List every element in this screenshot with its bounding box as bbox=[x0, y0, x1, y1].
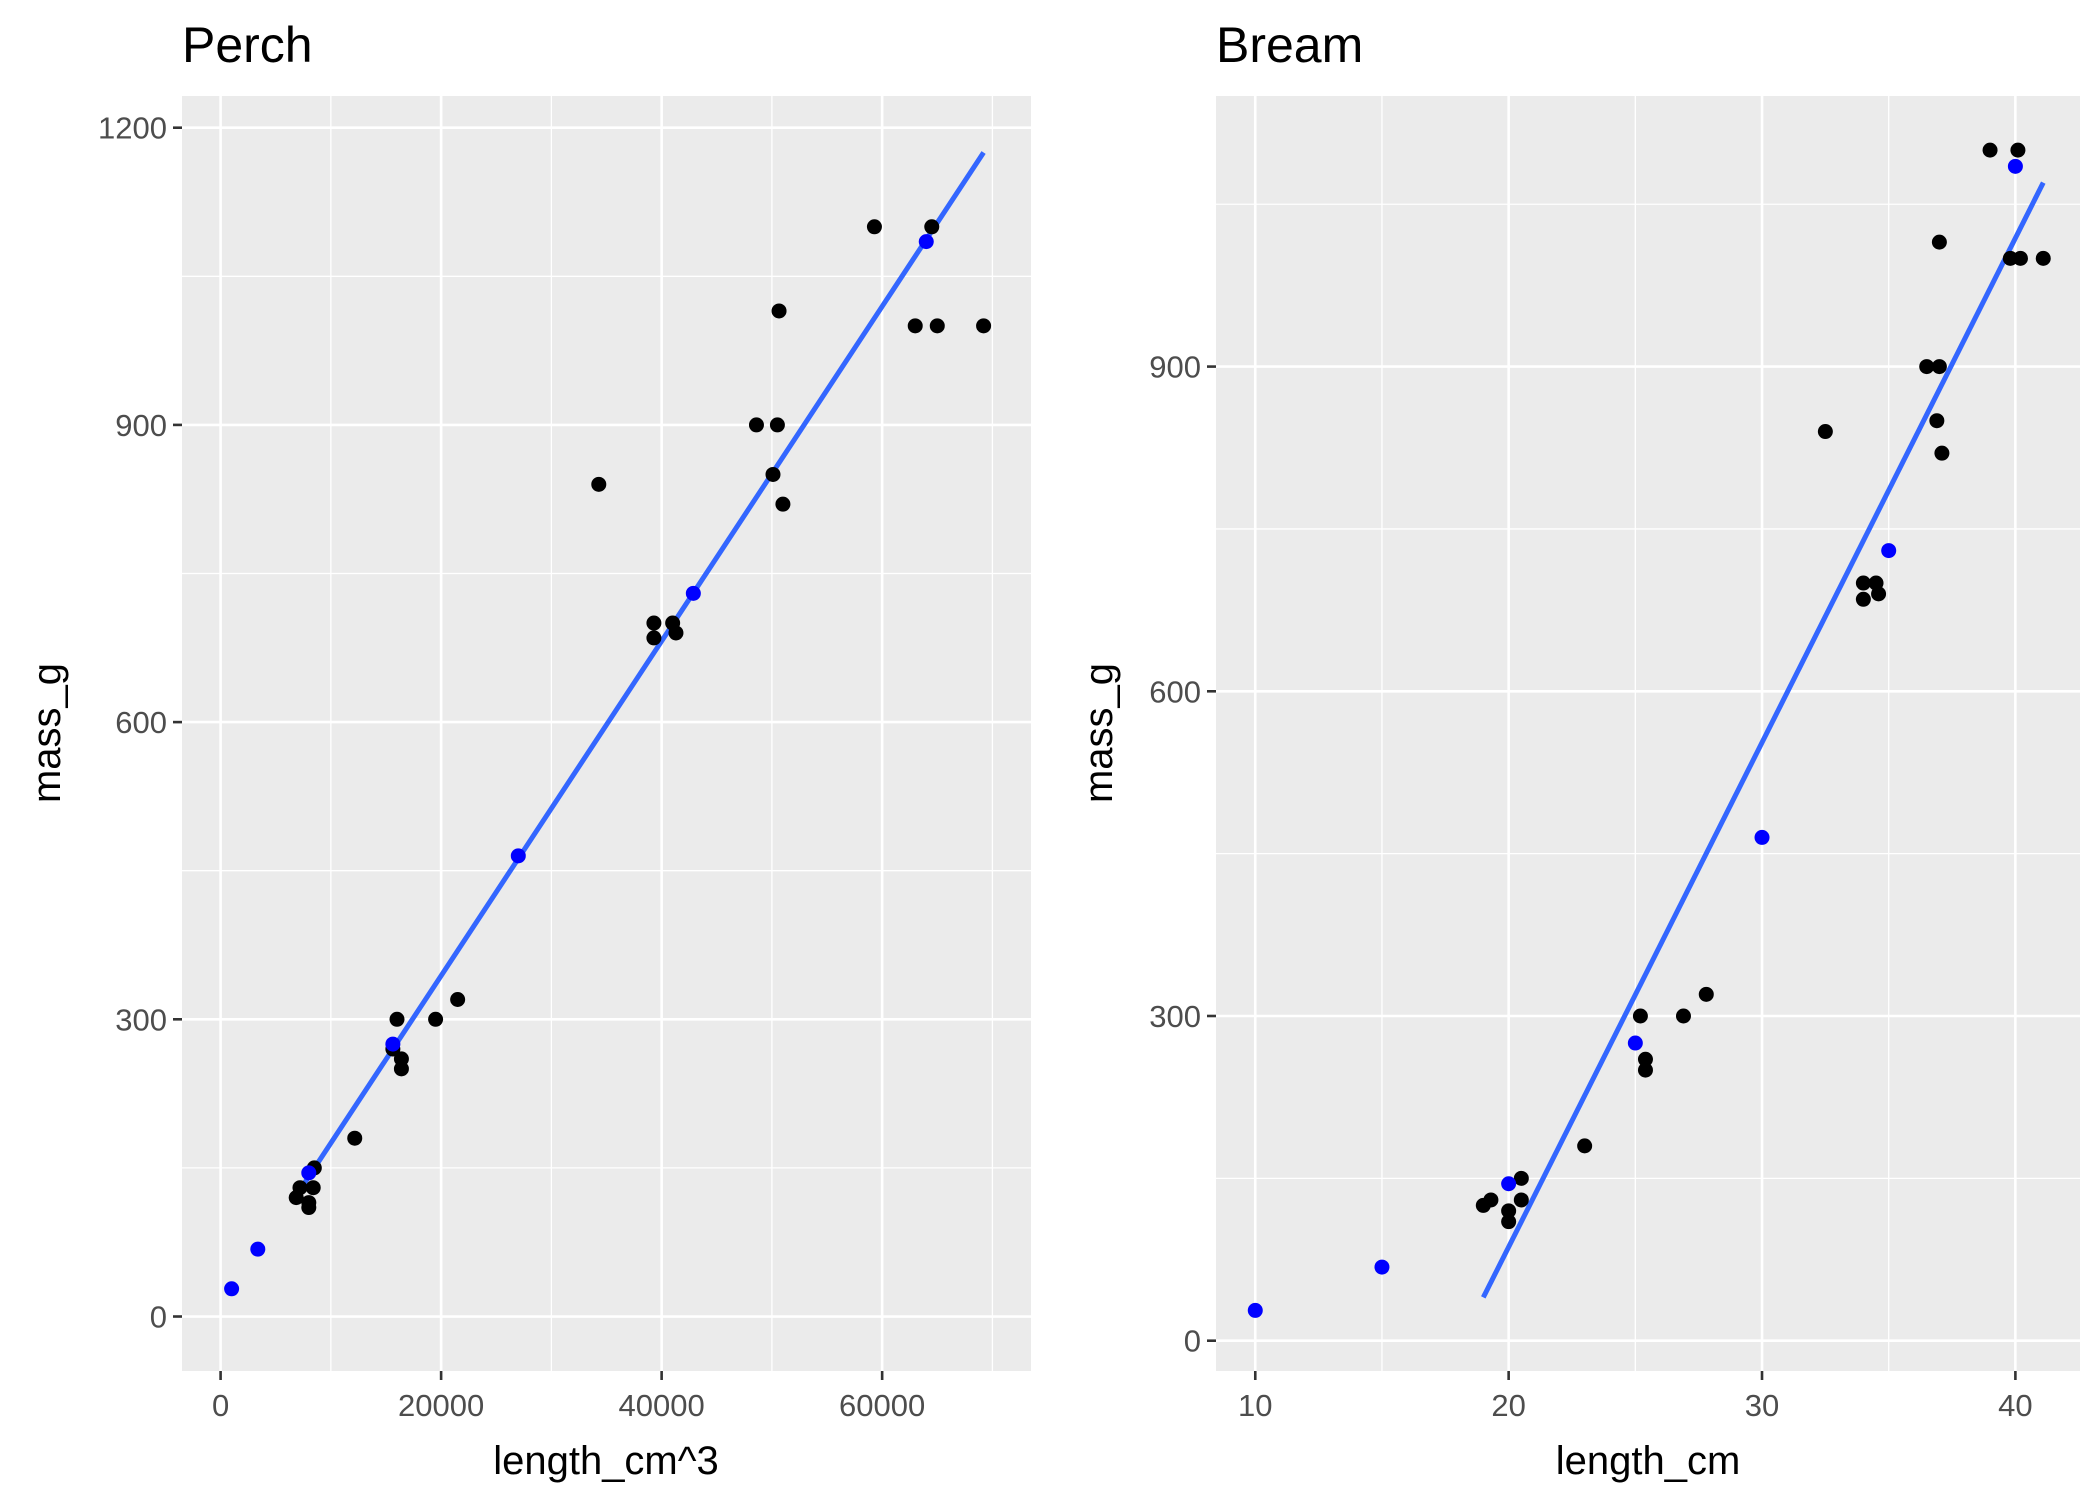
perch-observed-point bbox=[305, 1180, 321, 1196]
bream-tick-labels: 10 20 30 40 0 300 600 900 bbox=[1149, 350, 2032, 1423]
perch-observed-point bbox=[450, 991, 466, 1007]
bream-observed-point bbox=[1513, 1192, 1529, 1208]
bream-predicted-point bbox=[1501, 1176, 1517, 1192]
perch-observed-point bbox=[866, 219, 882, 235]
perch-observed-point bbox=[428, 1011, 444, 1027]
perch-x-axis-title: length_cm^3 bbox=[493, 1439, 719, 1483]
perch-observed-point bbox=[646, 615, 662, 631]
perch-observed-point bbox=[765, 466, 781, 482]
perch-fit-layer bbox=[294, 151, 986, 1198]
perch-y-tick-label: 600 bbox=[115, 705, 167, 740]
perch-predicted-point bbox=[918, 234, 934, 250]
bream-observed-point bbox=[1698, 986, 1714, 1002]
bream-predicted-point bbox=[1374, 1259, 1390, 1275]
bream-observed-point bbox=[1982, 142, 1998, 158]
perch-observed-point bbox=[775, 496, 791, 512]
bream-predicted-point bbox=[2007, 158, 2023, 174]
bream-predicted-point bbox=[1627, 1035, 1643, 1051]
perch-title: Perch bbox=[182, 17, 313, 73]
bream-observed-point bbox=[1919, 359, 1935, 375]
bream-observed-point bbox=[1929, 413, 1945, 429]
perch-observed-point bbox=[668, 625, 684, 641]
perch-x-tick-label: 20000 bbox=[398, 1388, 484, 1423]
perch-predicted-point bbox=[250, 1241, 266, 1257]
perch-predicted-point bbox=[685, 585, 701, 601]
perch-observed-point bbox=[907, 318, 923, 334]
perch-predicted-point bbox=[301, 1165, 317, 1181]
bream-predicted-point bbox=[1881, 543, 1897, 559]
perch-observed-point bbox=[591, 476, 607, 492]
perch-tick-labels: 0 20000 40000 60000 0 300 600 900 1200 bbox=[98, 111, 925, 1423]
bream-observed-point bbox=[1855, 575, 1871, 591]
bream-predicted-point bbox=[1247, 1302, 1263, 1318]
bream-fit-line bbox=[1481, 181, 2046, 1299]
bream-observed-point bbox=[1637, 1062, 1653, 1078]
perch-observed-point bbox=[769, 417, 785, 433]
bream-y-tick-label: 300 bbox=[1149, 999, 1201, 1034]
bream-observed-point bbox=[1675, 1008, 1691, 1024]
bream-fit-layer bbox=[1481, 181, 2046, 1299]
perch-points bbox=[224, 219, 992, 1297]
bream-observed-point bbox=[1632, 1008, 1648, 1024]
perch-observed-point bbox=[771, 303, 787, 319]
perch-observed-point bbox=[389, 1011, 405, 1027]
bream-observed-point bbox=[2035, 250, 2051, 266]
bream-x-tick-label: 30 bbox=[1745, 1388, 1779, 1423]
perch-observed-point bbox=[646, 630, 662, 646]
perch-panel: Perch 0 20000 40000 60000 0 300 600 900 1200 len… bbox=[25, 17, 1031, 1483]
bream-observed-point bbox=[1513, 1170, 1529, 1186]
bream-gridlines bbox=[1216, 96, 2080, 1371]
perch-y-tick-label: 1200 bbox=[98, 111, 167, 146]
perch-y-axis-title: mass_g bbox=[25, 663, 69, 803]
bream-panel: Bream 10 20 30 40 0 300 600 900 length_cm mass_… bbox=[1077, 17, 2080, 1483]
perch-y-tick-label: 0 bbox=[150, 1300, 167, 1335]
bream-observed-point bbox=[2010, 142, 2026, 158]
perch-x-tick-label: 60000 bbox=[839, 1388, 925, 1423]
perch-y-tick-label: 300 bbox=[115, 1002, 167, 1037]
perch-x-tick-label: 40000 bbox=[619, 1388, 705, 1423]
bream-y-tick-label: 0 bbox=[1184, 1324, 1201, 1359]
perch-observed-point bbox=[301, 1200, 317, 1216]
perch-fit-line bbox=[294, 151, 986, 1198]
bream-observed-point bbox=[1483, 1192, 1499, 1208]
bream-x-axis-title: length_cm bbox=[1556, 1439, 1741, 1483]
perch-observed-point bbox=[924, 219, 940, 235]
perch-observed-point bbox=[748, 417, 764, 433]
bream-observed-point bbox=[1871, 586, 1887, 602]
bream-x-tick-label: 20 bbox=[1491, 1388, 1525, 1423]
perch-observed-point bbox=[976, 318, 992, 334]
bream-observed-point bbox=[1577, 1138, 1593, 1154]
bream-observed-point bbox=[1931, 359, 1947, 375]
bream-observed-point bbox=[1817, 424, 1833, 440]
bream-x-tick-label: 40 bbox=[1998, 1388, 2032, 1423]
bream-observed-point bbox=[1501, 1214, 1517, 1230]
bream-x-tick-label: 10 bbox=[1238, 1388, 1272, 1423]
bream-points bbox=[1247, 142, 2051, 1318]
perch-y-tick-label: 900 bbox=[115, 408, 167, 443]
bream-title: Bream bbox=[1216, 17, 1363, 73]
perch-observed-point bbox=[929, 318, 945, 334]
perch-ticks bbox=[173, 126, 884, 1380]
perch-predicted-point bbox=[385, 1036, 401, 1052]
bream-observed-point bbox=[1931, 234, 1947, 250]
bream-ticks bbox=[1207, 365, 2017, 1380]
bream-observed-point bbox=[1637, 1051, 1653, 1067]
bream-y-tick-label: 900 bbox=[1149, 350, 1201, 385]
bream-observed-point bbox=[1855, 591, 1871, 607]
bream-observed-point bbox=[2012, 250, 2028, 266]
perch-observed-point bbox=[347, 1130, 363, 1146]
bream-y-tick-label: 600 bbox=[1149, 674, 1201, 709]
bream-observed-point bbox=[1501, 1203, 1517, 1219]
perch-predicted-point bbox=[510, 848, 526, 864]
perch-predicted-point bbox=[224, 1281, 240, 1297]
bream-observed-point bbox=[1934, 445, 1950, 461]
bream-y-axis-title: mass_g bbox=[1077, 663, 1121, 803]
perch-x-tick-label: 0 bbox=[212, 1388, 229, 1423]
perch-observed-point bbox=[292, 1180, 308, 1196]
bream-predicted-point bbox=[1754, 829, 1770, 845]
perch-observed-point bbox=[393, 1051, 409, 1067]
bream-plot-area bbox=[1216, 96, 2080, 1371]
